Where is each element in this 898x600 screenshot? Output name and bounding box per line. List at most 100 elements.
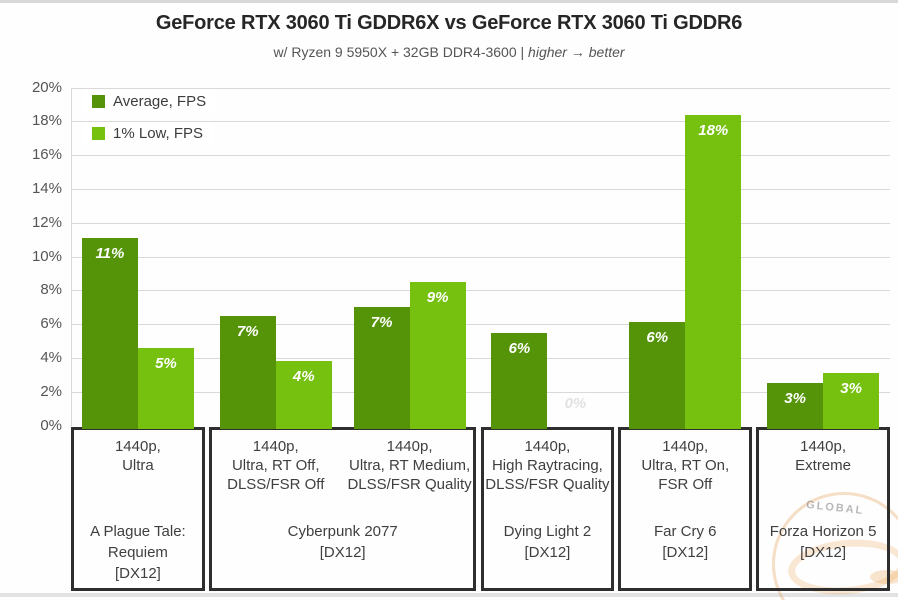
category-box: 1440p, Ultra, RT Off, DLSS/FSR Off 1440p, Ul… bbox=[208, 427, 477, 591]
bar-low bbox=[137, 347, 194, 429]
bar-average bbox=[219, 315, 276, 429]
gridline bbox=[71, 357, 890, 359]
y-tick-label: 10% bbox=[31, 247, 62, 265]
bar-value-label: 6% bbox=[508, 339, 531, 357]
gridline bbox=[71, 256, 890, 258]
game-label: Forza Horizon 5 [DX12] bbox=[759, 521, 887, 563]
bottom-edge-strip bbox=[0, 593, 898, 597]
category-box: 1440p, Extreme Forza Horizon 5 [DX12] bbox=[756, 427, 890, 591]
settings-label: 1440p, Ultra, RT Off, DLSS/FSR Off bbox=[209, 437, 343, 494]
subtitle-plain: w/ Ryzen 9 5950X + 32GB DDR4-3600 | bbox=[273, 44, 529, 60]
bar-average bbox=[629, 322, 686, 429]
bar-value-label: 3% bbox=[840, 380, 862, 398]
settings-line: 1440p, bbox=[662, 438, 709, 455]
page-subtitle: w/ Ryzen 9 5950X + 32GB DDR4-3600 | high… bbox=[0, 44, 898, 60]
y-axis-line bbox=[71, 87, 72, 426]
settings-line: DLSS/FSR Off bbox=[227, 476, 325, 493]
gridline bbox=[71, 222, 890, 224]
gridline bbox=[71, 188, 890, 190]
game-line: [DX12] bbox=[319, 544, 366, 561]
settings-label: 1440p, Ultra bbox=[71, 437, 205, 475]
game-line: Dying Light 2 bbox=[503, 523, 592, 540]
settings-line: 1440p, bbox=[386, 438, 433, 455]
bar-low bbox=[275, 361, 332, 429]
legend-label-low: 1% Low, FPS bbox=[113, 125, 204, 142]
gridline bbox=[71, 87, 890, 89]
game-line: Cyberpunk 2077 bbox=[287, 523, 398, 540]
settings-line: Ultra bbox=[122, 457, 154, 474]
y-tick-label: 18% bbox=[31, 112, 62, 130]
legend-label-average: Average, FPS bbox=[113, 93, 207, 110]
subtitle-highlight: higher → better bbox=[528, 44, 625, 60]
bar-average bbox=[491, 332, 548, 429]
game-line: [DX12] bbox=[524, 544, 571, 561]
top-edge-strip bbox=[0, 0, 898, 3]
settings-label: 1440p, Extreme bbox=[756, 437, 890, 475]
settings-label: 1440p, High Raytracing, DLSS/FSR Quality bbox=[481, 437, 615, 494]
settings-line: High Raytracing, bbox=[491, 457, 603, 474]
y-tick-label: 14% bbox=[31, 179, 62, 197]
bar-value-label: 4% bbox=[292, 368, 315, 386]
category-box: 1440p, Ultra A Plague Tale: Requiem [DX12] bbox=[71, 427, 205, 591]
category-box: 1440p, Ultra, RT On, FSR Off Far Cry 6 [DX12… bbox=[618, 427, 753, 591]
bar-value-label: 18% bbox=[698, 121, 729, 139]
gridline bbox=[71, 121, 890, 123]
legend-swatch-low-icon bbox=[92, 127, 105, 140]
settings-line: 1440p, bbox=[524, 438, 571, 455]
chart-legend: Average, FPS 1% Low, FPS bbox=[84, 90, 217, 154]
gridline bbox=[71, 155, 890, 157]
y-tick-label: 20% bbox=[31, 78, 62, 96]
bar-low bbox=[409, 281, 466, 429]
y-tick-label: 6% bbox=[40, 315, 62, 333]
page-title: GeForce RTX 3060 Ti GDDR6X vs GeForce RT… bbox=[155, 12, 743, 34]
bar-value-label: 7% bbox=[370, 314, 393, 332]
legend-swatch-average-icon bbox=[92, 95, 105, 108]
bar-value-label: 6% bbox=[646, 329, 669, 347]
game-line: [DX12] bbox=[662, 544, 709, 561]
settings-line: 1440p, bbox=[252, 438, 299, 455]
settings-line: DLSS/FSR Quality bbox=[485, 476, 610, 493]
game-line: [DX12] bbox=[114, 565, 161, 582]
y-tick-label: 2% bbox=[40, 382, 62, 400]
legend-item-average: Average, FPS bbox=[84, 90, 217, 113]
bar-value-label: 5% bbox=[155, 354, 177, 372]
y-tick-label: 0% bbox=[40, 416, 62, 434]
gridline bbox=[71, 391, 890, 393]
settings-line: Ultra, RT Off, bbox=[231, 457, 320, 474]
settings-line: FSR Off bbox=[658, 476, 713, 493]
settings-label: 1440p, Ultra, RT Medium, DLSS/FSR Quality bbox=[343, 437, 477, 494]
game-line: Far Cry 6 bbox=[653, 523, 717, 540]
watermark-circle-icon bbox=[772, 492, 898, 600]
legend-item-low: 1% Low, FPS bbox=[84, 122, 214, 145]
bar-value-label: 11% bbox=[95, 244, 125, 262]
bar-value-label: 3% bbox=[784, 390, 806, 408]
bar-value-label: 7% bbox=[236, 322, 259, 340]
settings-line: 1440p, bbox=[114, 438, 161, 455]
bar-low bbox=[685, 114, 742, 429]
y-tick-label: 8% bbox=[40, 281, 62, 299]
watermark-dot-icon bbox=[870, 570, 898, 584]
bar-average bbox=[81, 237, 138, 429]
y-tick-label: 12% bbox=[31, 213, 62, 231]
watermark-logo: GLOBAL bbox=[772, 492, 898, 600]
settings-line: Ultra, RT Medium, bbox=[348, 457, 471, 474]
y-tick-label: 16% bbox=[31, 146, 62, 164]
game-label: Far Cry 6 [DX12] bbox=[621, 521, 749, 563]
settings-line: Extreme bbox=[795, 457, 851, 474]
gridline bbox=[71, 290, 890, 292]
game-line: Forza Horizon 5 bbox=[769, 523, 877, 540]
bar-value-label: 9% bbox=[426, 288, 449, 306]
bar-zero-label: 0% bbox=[564, 394, 587, 412]
settings-label: 1440p, Ultra, RT On, FSR Off bbox=[618, 437, 752, 494]
bar-low bbox=[823, 373, 880, 429]
settings-line: DLSS/FSR Quality bbox=[347, 476, 472, 493]
game-line: Requiem bbox=[107, 544, 168, 561]
settings-line: Ultra, RT On, bbox=[641, 457, 730, 474]
game-label: Cyberpunk 2077 [DX12] bbox=[212, 521, 474, 563]
y-tick-label: 4% bbox=[40, 348, 62, 366]
game-line: A Plague Tale: bbox=[90, 523, 186, 540]
game-line: [DX12] bbox=[800, 544, 846, 561]
bar-average bbox=[767, 383, 824, 429]
settings-line: 1440p, bbox=[800, 438, 847, 455]
